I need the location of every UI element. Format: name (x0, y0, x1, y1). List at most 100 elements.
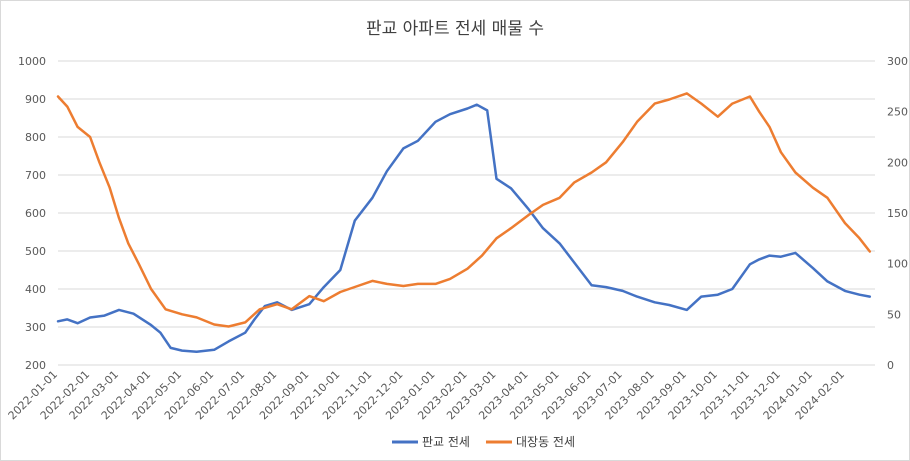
y-left-tick-label: 300 (25, 321, 46, 334)
data-point (103, 314, 106, 317)
y-right-tick-label: 250 (887, 106, 908, 119)
data-point (542, 204, 544, 206)
data-point (826, 196, 829, 199)
data-point (290, 308, 293, 311)
chart-title: 판교 아파트 전세 매물 수 (366, 19, 544, 39)
data-point (150, 288, 153, 290)
data-point (132, 312, 135, 315)
data-point (794, 171, 797, 174)
y-right-tick-label: 50 (887, 308, 901, 321)
data-point (573, 181, 575, 184)
data-point (868, 295, 871, 298)
data-point (868, 250, 871, 253)
series-lines (56, 92, 872, 353)
data-point (495, 237, 498, 240)
data-point (844, 290, 846, 292)
data-point (118, 217, 120, 220)
data-point (76, 126, 79, 128)
data-point (812, 186, 814, 189)
data-point (150, 324, 153, 326)
data-point (621, 141, 624, 144)
data-point (353, 219, 356, 222)
data-point (181, 313, 184, 316)
data-point (449, 113, 451, 116)
data-point (668, 98, 671, 101)
data-point (339, 269, 342, 271)
data-point (510, 227, 512, 230)
series-line (56, 103, 872, 353)
data-point (758, 110, 761, 113)
data-point (98, 161, 101, 164)
data-point (621, 290, 624, 292)
y-axis-left: 200 300 400 500 600 700 800 900 1000 (18, 55, 46, 372)
data-point (527, 214, 530, 216)
data-point (780, 151, 782, 154)
data-point (495, 177, 498, 180)
y-right-tick-label: 100 (887, 258, 908, 271)
data-point (195, 316, 198, 319)
y-right-tick-label: 200 (887, 156, 908, 169)
data-point (434, 283, 437, 285)
y-left-tick-label: 800 (25, 131, 46, 144)
data-point (258, 308, 261, 311)
data-point (605, 286, 607, 288)
legend-label: 대장동 전세 (516, 435, 575, 449)
data-point (716, 293, 719, 296)
data-point (573, 261, 575, 264)
data-point (653, 301, 656, 304)
data-point (636, 120, 638, 123)
gridlines (58, 60, 875, 366)
data-point (353, 286, 356, 288)
data-point (322, 286, 325, 288)
data-point (475, 103, 478, 106)
data-point (700, 102, 703, 105)
data-point (749, 95, 751, 98)
data-point (57, 95, 59, 98)
data-point (449, 278, 451, 280)
legend-label: 판교 전세 (422, 435, 470, 449)
data-point (768, 254, 771, 257)
data-point (181, 349, 184, 352)
data-point (213, 348, 216, 351)
data-point (826, 280, 829, 283)
data-point (164, 308, 167, 311)
data-point (276, 301, 279, 304)
y-left-tick-label: 500 (25, 245, 46, 258)
data-point (322, 300, 325, 303)
legend: 판교 전세 대장동 전세 (392, 435, 575, 449)
data-point (89, 136, 91, 138)
data-point (417, 283, 419, 285)
data-point (108, 186, 111, 189)
data-point (127, 242, 130, 245)
data-point (668, 304, 671, 306)
y-left-tick-label: 700 (25, 169, 46, 182)
data-point (731, 288, 734, 290)
data-point (731, 102, 734, 105)
data-point (749, 263, 751, 266)
data-point (76, 322, 79, 325)
data-point (434, 120, 437, 123)
data-point (276, 303, 279, 306)
data-point (137, 262, 140, 265)
data-point (339, 291, 342, 293)
data-point (542, 227, 544, 230)
data-point (169, 347, 172, 349)
data-point (653, 102, 656, 105)
data-point (605, 161, 607, 164)
y-left-tick-label: 200 (25, 359, 46, 372)
data-point (213, 323, 216, 326)
data-point (227, 325, 230, 328)
data-point (386, 283, 388, 285)
data-point (858, 237, 861, 240)
y-left-tick-label: 400 (25, 283, 46, 296)
data-point (253, 318, 256, 321)
data-point (685, 309, 688, 311)
data-point (758, 258, 761, 261)
data-point (118, 309, 120, 311)
data-point (89, 316, 91, 319)
data-point (66, 105, 69, 108)
data-point (371, 196, 374, 199)
data-point (780, 255, 782, 258)
data-point (590, 284, 593, 287)
data-point (858, 293, 861, 296)
